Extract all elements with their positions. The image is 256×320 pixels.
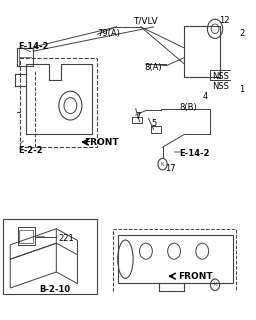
Text: FRONT: FRONT xyxy=(84,138,119,147)
Text: NSS: NSS xyxy=(212,82,229,91)
Bar xyxy=(151,126,161,133)
Text: E-14-2: E-14-2 xyxy=(18,42,48,51)
Text: 8(A): 8(A) xyxy=(145,63,162,72)
Bar xyxy=(19,230,33,243)
Bar xyxy=(18,227,35,245)
Text: 221: 221 xyxy=(59,234,75,243)
Bar xyxy=(3,219,97,294)
Text: 2: 2 xyxy=(239,29,245,38)
Text: 8(B): 8(B) xyxy=(179,103,197,112)
Text: 1: 1 xyxy=(239,85,245,94)
Text: NSS: NSS xyxy=(212,72,229,81)
Text: E-2-2: E-2-2 xyxy=(18,146,42,155)
Text: 4: 4 xyxy=(202,92,208,100)
Text: K: K xyxy=(213,282,217,287)
Text: 17: 17 xyxy=(165,164,176,172)
Text: 12: 12 xyxy=(219,16,229,25)
Text: FRONT: FRONT xyxy=(178,272,212,281)
Text: K: K xyxy=(161,162,164,167)
Text: B-2-10: B-2-10 xyxy=(40,285,71,294)
Bar xyxy=(132,117,142,123)
Text: 7: 7 xyxy=(136,112,141,121)
Text: 79(A): 79(A) xyxy=(97,29,120,38)
Bar xyxy=(17,48,33,66)
Text: T/VLV: T/VLV xyxy=(133,16,158,25)
Text: 5: 5 xyxy=(151,119,156,128)
Text: E-14-2: E-14-2 xyxy=(179,149,210,158)
